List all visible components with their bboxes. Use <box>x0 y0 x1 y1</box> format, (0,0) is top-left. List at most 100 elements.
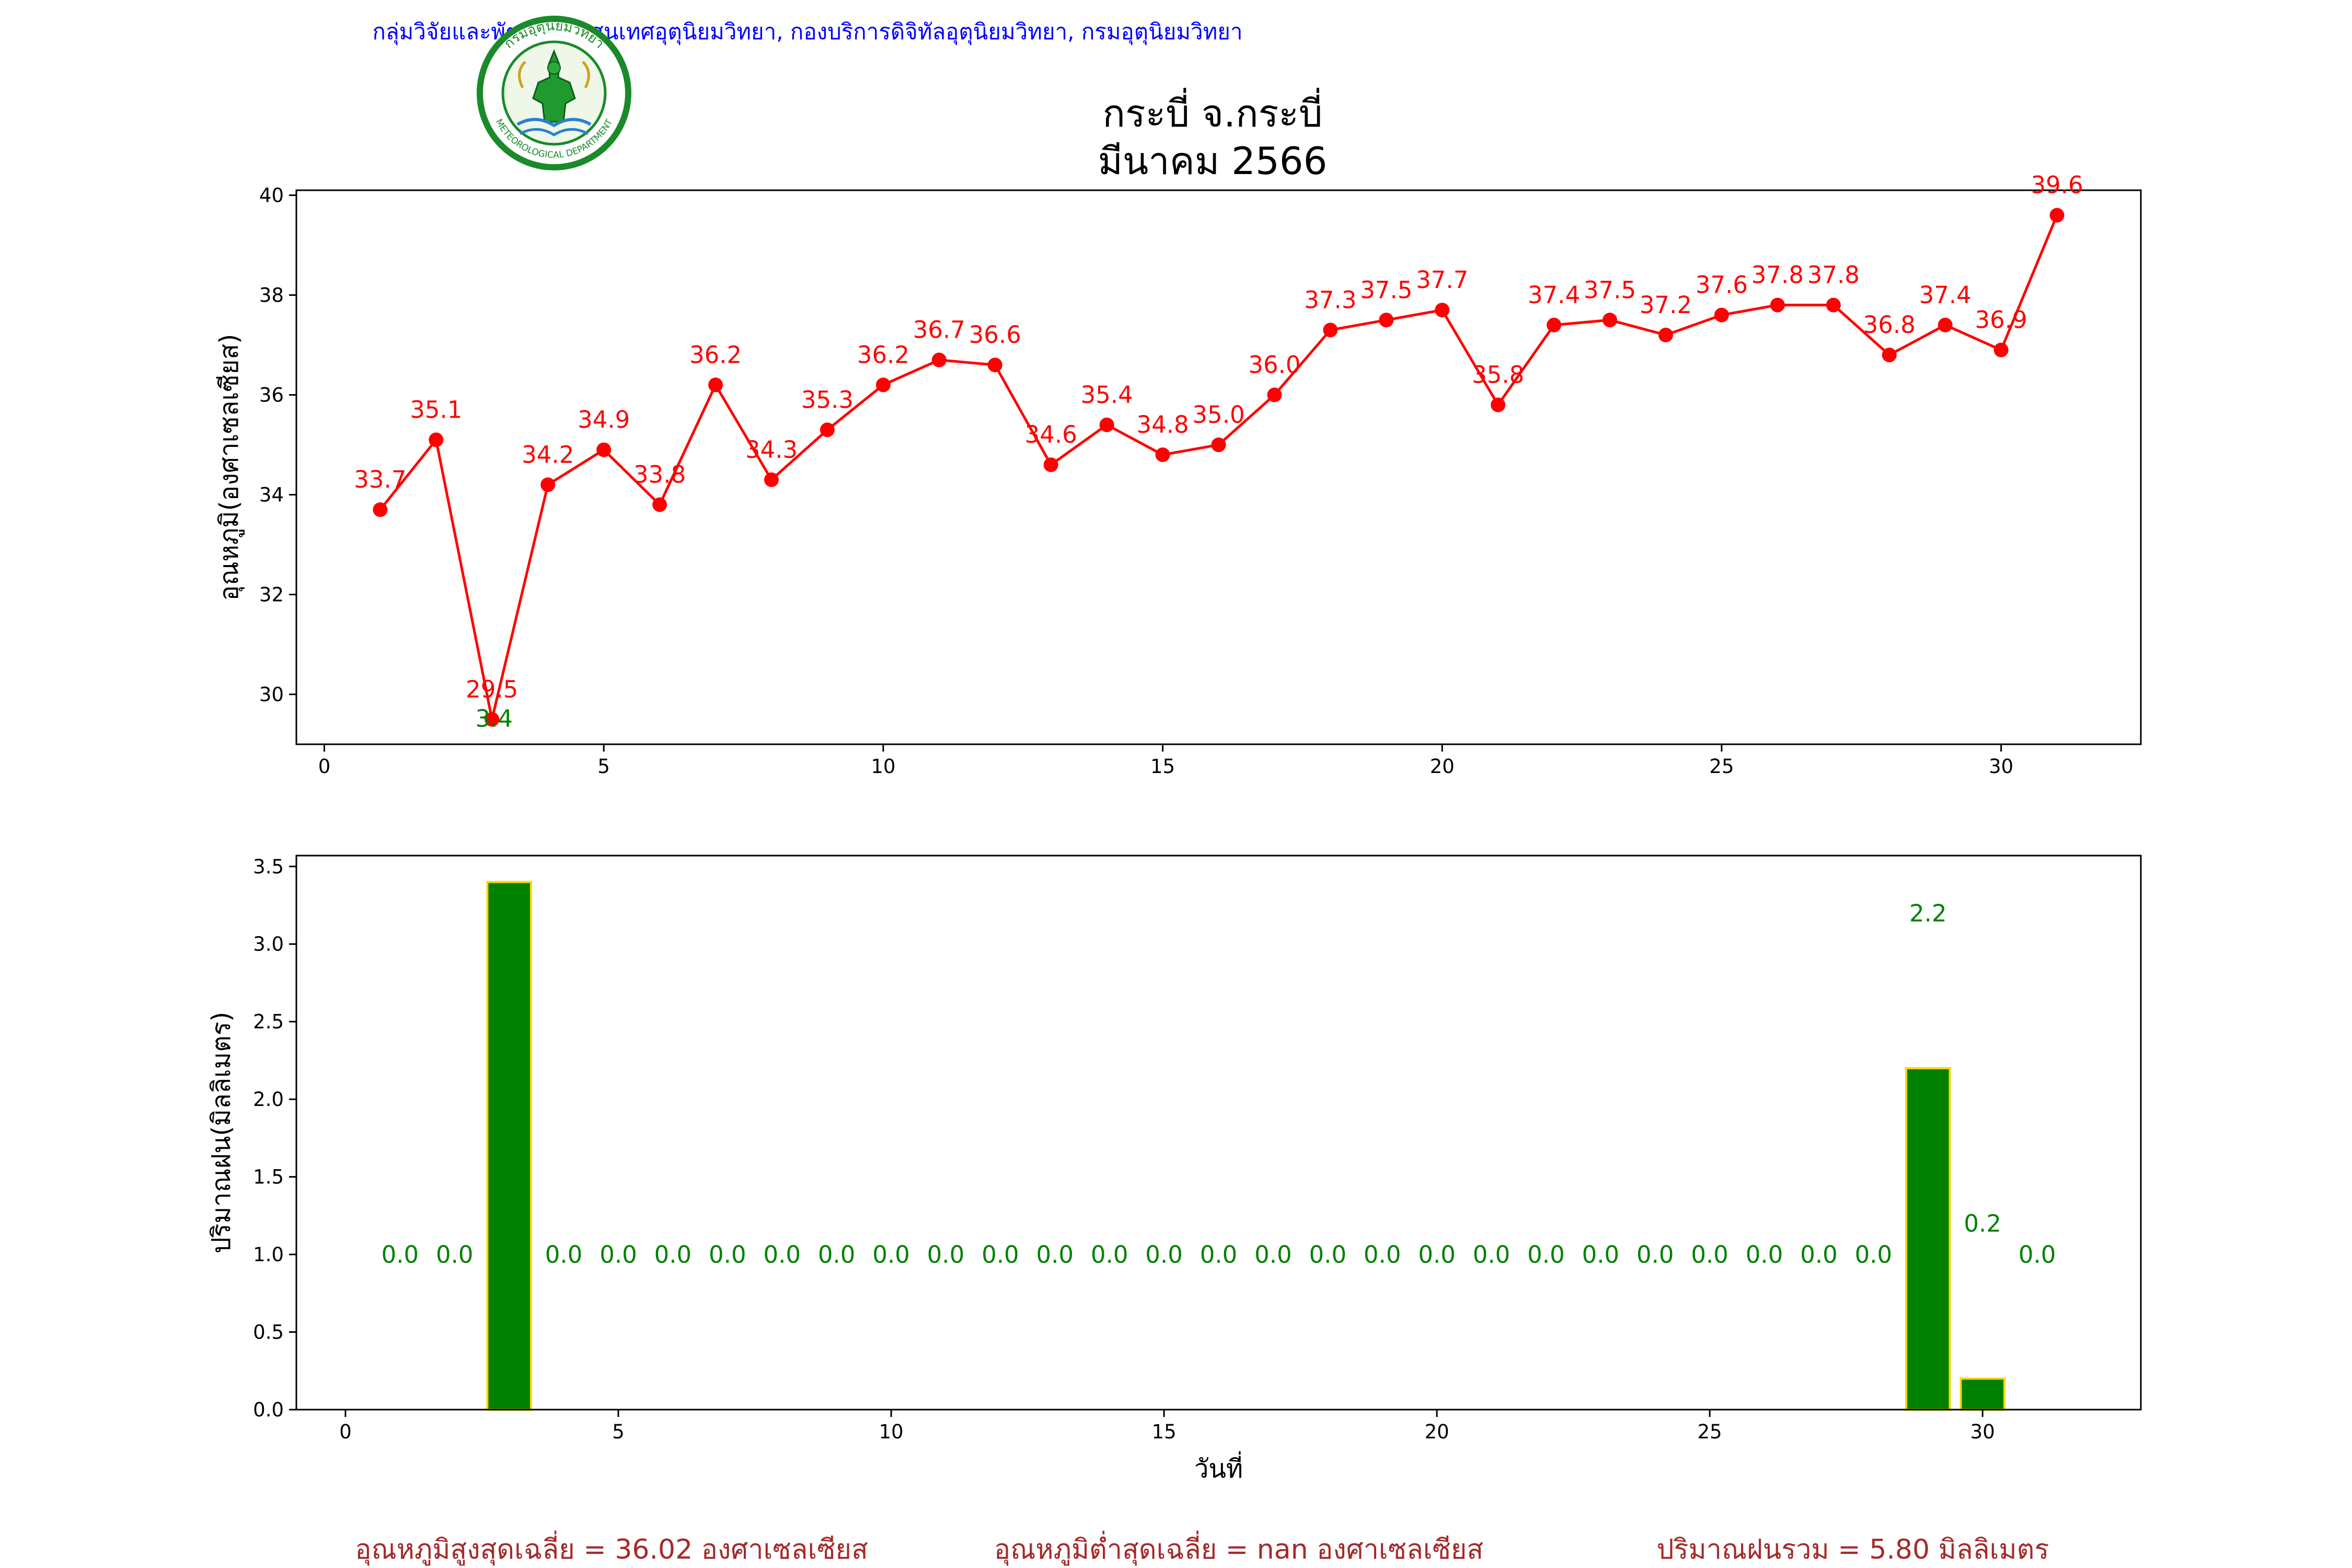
rain-data-label: 0.0 <box>599 1241 637 1269</box>
rain-data-label: 0.0 <box>1418 1241 1456 1269</box>
temp-point <box>429 432 444 447</box>
temp-axes-frame <box>295 189 2142 745</box>
rainfall-plot: 0.0 0.0 0.0 0.0 0.0 0.0 0.0 0.0 0.0 0.0 0.0 0.0 0.0 0… <box>206 855 2142 1484</box>
temp-point <box>1658 327 1674 342</box>
rain-data-label: 0.0 <box>1582 1241 1620 1269</box>
temp-point <box>1938 317 1953 332</box>
temp-data-label: 34.3 <box>745 436 798 464</box>
rain-ytick-label: 0.5 <box>253 1321 284 1344</box>
meteorological-department-logo: กรมอุตุนิยมวิทยา METEOROLOGICAL DEPARTME… <box>477 16 631 170</box>
rain-data-label: 0.0 <box>763 1241 801 1269</box>
rain-xtick-label: 30 <box>1970 1421 1995 1443</box>
temp-data-label: 35.4 <box>1081 381 1133 409</box>
rain-data-label: 0.0 <box>1800 1241 1838 1269</box>
temp-data-label: 34.2 <box>522 441 574 468</box>
temp-data-label: 37.8 <box>1751 261 1804 289</box>
rain-data-label: 0.0 <box>1473 1241 1511 1269</box>
temp-ytick-label: 34 <box>259 484 284 506</box>
temp-data-label: 37.3 <box>1304 286 1356 314</box>
temp-point <box>708 377 723 393</box>
temp-data-label: 37.4 <box>1919 281 1971 309</box>
temp-ytick-label: 38 <box>259 284 284 307</box>
rain-xtick-label: 0 <box>339 1421 352 1443</box>
temp-data-label: 35.1 <box>410 396 462 423</box>
temp-data-label: 37.2 <box>1640 291 1692 319</box>
temp-data-label: 29.5 <box>466 675 518 703</box>
rain-ytick-label: 1.5 <box>253 1166 284 1189</box>
temp-xtick-label: 0 <box>318 755 331 778</box>
rain-data-label: 2.2 <box>1909 900 1947 927</box>
rain-data-label: 0.0 <box>1036 1241 1074 1269</box>
temp-data-label: 36.2 <box>689 341 742 368</box>
temp-data-label: 36.2 <box>857 341 909 368</box>
rain-xtick-label: 25 <box>1698 1421 1722 1443</box>
chart-title-line2: มีนาคม 2566 <box>1098 139 1328 183</box>
temp-xtick-label: 30 <box>1989 755 2013 778</box>
rain-xlabel: วันที่ <box>1194 1451 1243 1484</box>
temp-point <box>373 502 388 517</box>
rain-xtick-label: 20 <box>1425 1421 1449 1443</box>
temp-xtick-label: 15 <box>1150 755 1175 778</box>
rain-data-label: 0.0 <box>545 1241 583 1269</box>
temp-data-label: 36.8 <box>1863 311 1916 339</box>
chart-title-line1: กระบี่ จ.กระบี่ <box>1102 88 1322 135</box>
rain-data-label: 0.0 <box>1746 1241 1783 1269</box>
temp-data-label: 33.8 <box>633 461 686 489</box>
temp-xtick-label: 25 <box>1709 755 1734 778</box>
rain-data-label: 0.0 <box>982 1241 1019 1269</box>
rain-data-label: 0.0 <box>1691 1241 1728 1269</box>
temp-data-label: 36.0 <box>1248 351 1300 379</box>
temp-data-label: 34.8 <box>1136 411 1189 439</box>
temp-point <box>1491 397 1506 412</box>
rain-data-label: 0.0 <box>818 1241 856 1269</box>
temp-data-label: 37.4 <box>1528 281 1580 309</box>
temp-point <box>1993 342 2009 358</box>
temp-point <box>485 712 500 727</box>
temp-point <box>1099 417 1114 432</box>
temp-point <box>987 358 1002 373</box>
temp-data-label: 37.5 <box>1360 276 1412 304</box>
temp-data-label: 37.5 <box>1584 276 1636 304</box>
rain-data-label: 0.0 <box>1527 1241 1565 1269</box>
rain-data-label: 0.0 <box>1091 1241 1128 1269</box>
rain-data-label: 0.0 <box>709 1241 746 1269</box>
rain-data-label: 0.0 <box>436 1241 474 1269</box>
rain-bar <box>1905 1067 1951 1411</box>
rain-bar <box>486 881 532 1411</box>
rain-ytick-label: 0.0 <box>253 1399 284 1421</box>
temp-ytick-label: 36 <box>259 384 284 407</box>
temp-data-label: 34.9 <box>578 406 630 434</box>
rain-data-label: 0.0 <box>654 1241 692 1269</box>
temp-ylabel: อุณหภูมิ(องศาเซลเซียส) <box>214 334 245 601</box>
temp-xtick-label: 10 <box>871 755 895 778</box>
temp-point <box>1323 322 1338 338</box>
temp-ytick-label: 40 <box>259 185 284 207</box>
footer-avg-min: อุณหภูมิต่ำสุดเฉลี่ย = nan องศาเซลเซียส <box>994 1530 1483 1566</box>
rain-xtick-label: 10 <box>879 1421 904 1443</box>
temp-data-label: 36.7 <box>913 316 965 344</box>
temp-point <box>1379 313 1394 328</box>
rain-bar <box>1959 1377 2005 1411</box>
rain-data-label: 0.2 <box>1964 1210 2001 1238</box>
temp-xtick-label: 5 <box>597 755 610 778</box>
temp-data-label: 34.6 <box>1025 421 1077 448</box>
footer-avg-max: อุณหภูมิสูงสุดเฉลี่ย = 36.02 องศาเซลเซีย… <box>355 1530 868 1566</box>
temp-point <box>1043 457 1058 472</box>
temp-point <box>596 442 612 457</box>
rain-data-label: 0.0 <box>1364 1241 1401 1269</box>
temp-point <box>764 472 779 487</box>
rain-axes-frame <box>295 855 2142 1411</box>
temp-data-label: 37.7 <box>1416 266 1468 294</box>
temp-point <box>652 497 667 512</box>
temp-point <box>1211 437 1226 453</box>
temp-extra-label: 3.4 <box>475 705 513 732</box>
temp-point <box>931 352 947 367</box>
rain-data-label: 0.0 <box>1145 1241 1183 1269</box>
temp-point <box>2049 207 2065 223</box>
temp-data-label: 33.7 <box>354 466 406 493</box>
temp-data-label: 37.8 <box>1807 261 1860 289</box>
rain-xtick-label: 15 <box>1152 1421 1177 1443</box>
temp-point <box>1826 297 1841 313</box>
rain-data-label: 0.0 <box>2019 1241 2056 1269</box>
